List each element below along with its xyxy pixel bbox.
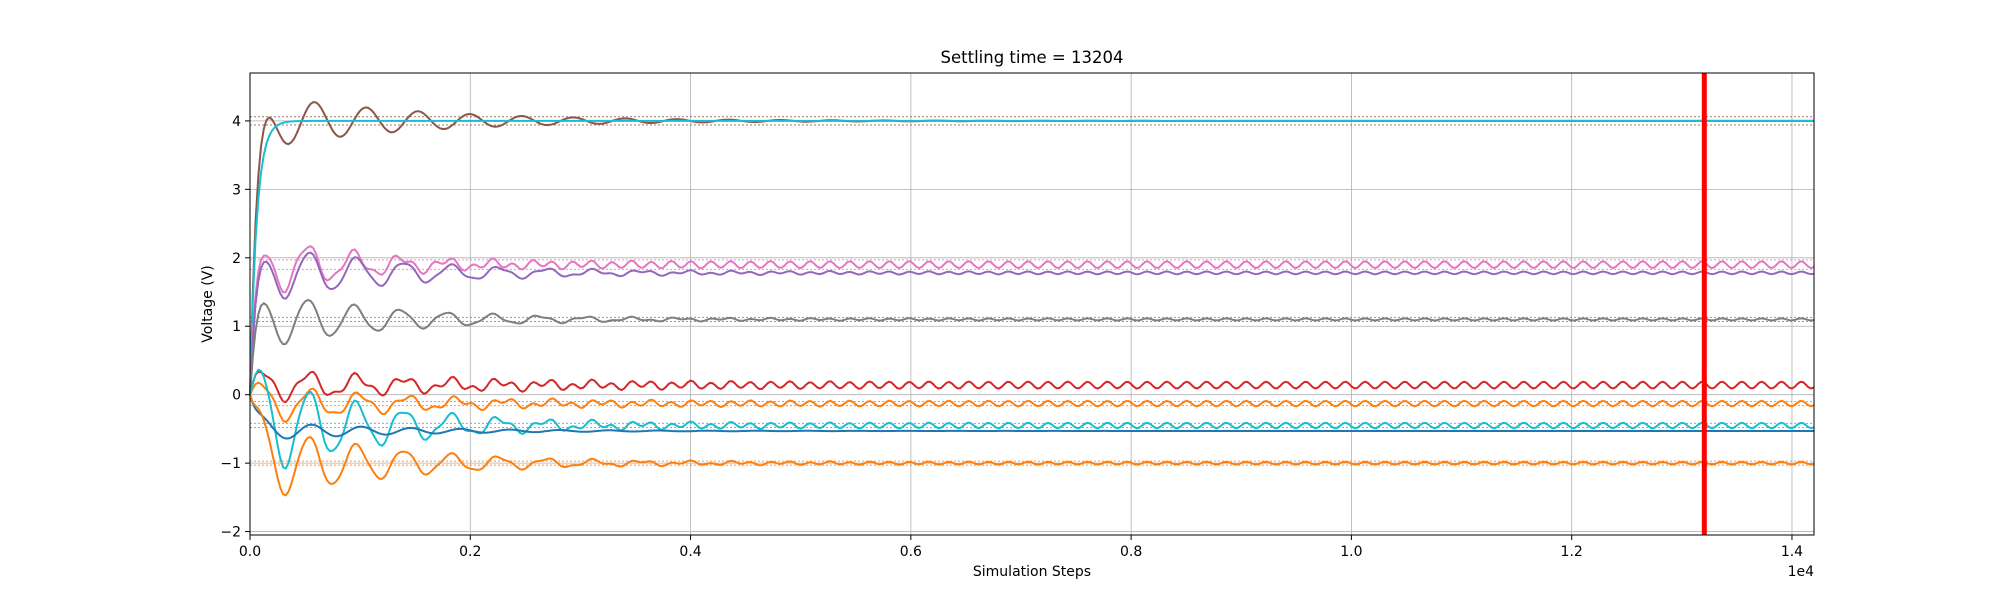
x-tick-label: 0.6 [900,544,922,560]
series-line [249,101,1814,395]
series-line [249,381,1815,424]
y-tick-label: 2 [232,251,241,267]
series-lines [249,101,1815,497]
y-tick-label: 3 [232,182,241,198]
series-line [249,394,1815,497]
axis-ticks: 0.0 0.2 0.4 0.6 0.8 1.0 1.2 1.4 −2 −1 0 1 2 3 4 [220,114,1803,560]
x-tick-label: 0.2 [459,544,481,560]
series-line [249,251,1815,395]
series-line [249,394,1814,440]
series-line [249,119,1814,395]
x-tick-label: 0.4 [679,544,701,560]
plot-frame [249,72,1815,536]
y-tick-label: 1 [232,319,241,335]
y-tick-label: −1 [220,456,241,472]
grid [249,73,1814,535]
series-line [249,245,1815,395]
x-tick-label: 1.4 [1781,544,1803,560]
x-tick-label: 1.0 [1340,544,1362,560]
chart-title: Settling time = 13204 [941,48,1124,67]
y-axis-label: Voltage (V) [200,265,216,342]
x-tick-label: 0.0 [239,544,261,560]
x-axis-offset-label: 1e4 [1788,564,1815,580]
x-tick-label: 1.2 [1561,544,1583,560]
y-tick-label: 0 [232,388,241,404]
y-tick-label: −2 [220,525,241,541]
y-tick-label: 4 [232,114,241,130]
series-line [249,370,1815,404]
series-line [249,299,1815,395]
x-tick-label: 0.8 [1120,544,1142,560]
x-axis-label: Simulation Steps [973,564,1091,580]
series-line [249,368,1815,470]
